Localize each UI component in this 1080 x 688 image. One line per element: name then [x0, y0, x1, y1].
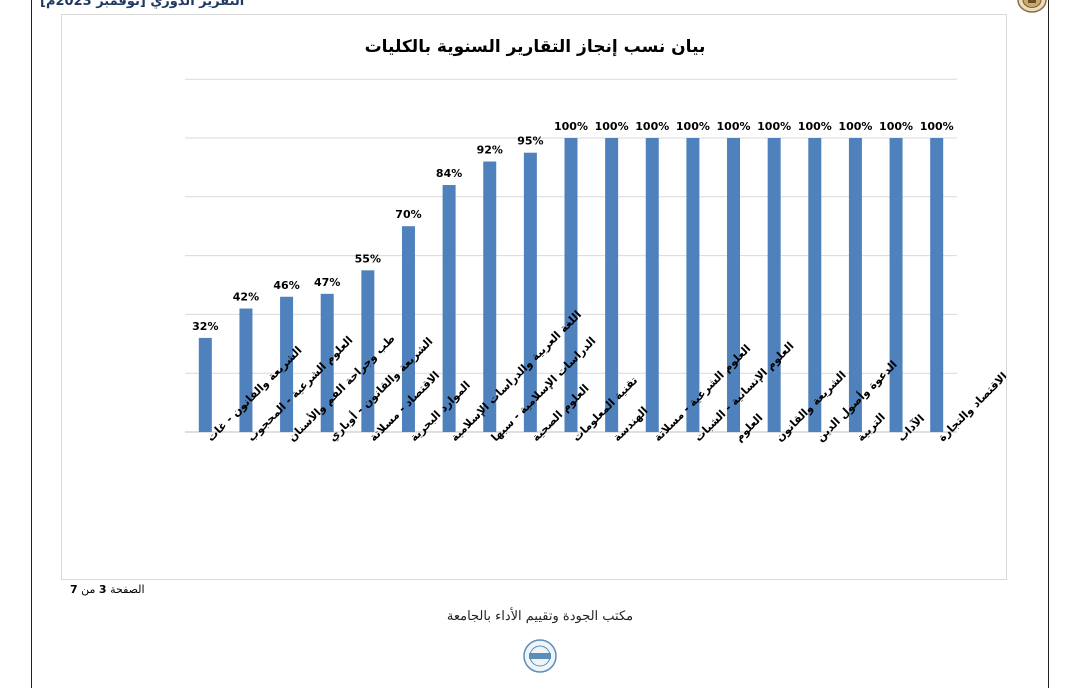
data-label: 95%	[517, 135, 543, 148]
data-label: 100%	[717, 120, 751, 133]
bar	[320, 293, 334, 432]
bar	[605, 138, 619, 432]
bar	[442, 185, 456, 432]
data-label: 46%	[273, 279, 299, 292]
bars	[198, 138, 944, 432]
bar	[361, 270, 375, 432]
bar-chart: بيان نسب إنجاز التقارير السنوية بالكليات…	[185, 37, 1006, 444]
quality-office-logo-icon	[523, 639, 557, 673]
page-current: 3	[98, 583, 107, 596]
bar	[645, 138, 659, 432]
page-total: 7	[70, 583, 78, 596]
bar	[808, 138, 822, 432]
data-label: 100%	[757, 120, 791, 133]
page-of: من	[81, 583, 96, 596]
office-name: مكتب الجودة وتقييم الأداء بالجامعة	[446, 609, 634, 624]
data-label: 70%	[395, 208, 421, 221]
data-label: 100%	[635, 120, 669, 133]
data-label: 47%	[314, 276, 340, 289]
bar	[767, 138, 781, 432]
value-labels: 32% 42% 46% 47% 55% 70% 84% 92% 95% 100% 100% 100% 1…	[192, 120, 954, 333]
page-number: الصفحة 3 من 7	[70, 583, 145, 596]
data-label: 100%	[595, 120, 629, 133]
data-label: 84%	[436, 167, 462, 180]
category-label: الاقتصاد والتجارة	[936, 370, 1006, 444]
data-label: 100%	[554, 120, 588, 133]
bar	[686, 138, 700, 432]
bar	[523, 152, 537, 432]
bar	[483, 161, 497, 432]
chart-title: بيان نسب إنجاز التقارير السنوية بالكليات	[365, 37, 706, 57]
data-label: 55%	[355, 252, 381, 265]
report-header: التقرير الدوري [نوفمبر 2023م]	[40, 0, 245, 9]
page-frame	[31, 0, 1049, 688]
data-label: 100%	[798, 120, 832, 133]
data-label: 100%	[879, 120, 913, 133]
bar	[889, 138, 903, 432]
bar	[198, 337, 212, 432]
data-label: 32%	[192, 320, 218, 333]
bar	[239, 308, 253, 432]
page-label: الصفحة	[110, 583, 145, 596]
data-label: 100%	[676, 120, 710, 133]
bar	[930, 138, 944, 432]
bar	[401, 226, 415, 432]
bar	[280, 296, 294, 432]
bar	[848, 138, 862, 432]
bar	[727, 138, 741, 432]
data-label: 92%	[477, 144, 503, 157]
data-label: 42%	[233, 291, 259, 304]
data-label: 100%	[838, 120, 872, 133]
data-label: 100%	[920, 120, 954, 133]
bar	[564, 138, 578, 432]
chart-area: بيان نسب إنجاز التقارير السنوية بالكليات…	[61, 14, 1007, 580]
university-seal-icon	[1017, 0, 1047, 13]
